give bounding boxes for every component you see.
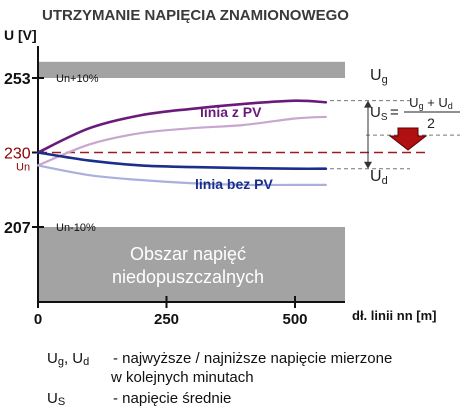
y-axis-label: U [V] bbox=[4, 27, 37, 43]
forbidden-zone-label-1: Obszar napięć bbox=[130, 244, 246, 264]
ug-label: Ug bbox=[370, 67, 388, 86]
series-line-pv-light bbox=[36, 115, 327, 167]
x-tick-label: 500 bbox=[282, 311, 307, 328]
legend-symbol-us: US bbox=[47, 390, 66, 408]
series-label-nopv: linia bez PV bbox=[195, 176, 273, 192]
legend: Ug, Ud - najwyższe / najniższe napięcie m… bbox=[0, 350, 466, 415]
legend-symbol-ug-ud: Ug, Ud bbox=[47, 350, 90, 368]
formula-denominator: 2 bbox=[427, 115, 435, 131]
forbidden-zone-upper bbox=[38, 61, 345, 78]
range-arrow-bottom-head bbox=[364, 161, 372, 169]
series-group bbox=[36, 99, 328, 187]
formula-numerator: Ug + Ud bbox=[409, 95, 453, 111]
down-arrow-icon bbox=[388, 127, 428, 151]
x-tick-label: 250 bbox=[154, 311, 179, 328]
legend-text-ug-ud: - najwyższe / najniższe napięcie mierzon… bbox=[113, 350, 393, 367]
y-tick-sublabel: Un-10% bbox=[56, 222, 96, 234]
x-axis-label: dł. linii nn [m] bbox=[352, 308, 437, 323]
forbidden-zone-lower bbox=[38, 227, 345, 302]
y-tick-sublabel: Un bbox=[16, 162, 30, 174]
series-label-pv: linia z PV bbox=[200, 104, 262, 120]
series-line-nopv-light bbox=[36, 164, 327, 187]
series-line-pv bbox=[36, 99, 328, 154]
forbidden-zone-label-2: niedopuszczalnych bbox=[112, 267, 264, 287]
y-tick-label: 207 bbox=[4, 220, 31, 237]
chart-title: UTRZYMANIE NAPIĘCIA ZNAMIONOWEGO bbox=[42, 7, 349, 24]
legend-row-ug-ud: Ug, Ud - najwyższe / najniższe napięcie m… bbox=[47, 350, 392, 368]
range-arrow-top-head bbox=[364, 100, 372, 108]
voltage-annotation: Ug Ud US = Ug + Ud 2 bbox=[330, 67, 460, 187]
y-tick-label: 230 bbox=[4, 146, 31, 163]
us-equals: = bbox=[390, 104, 399, 121]
x-tick-label: 0 bbox=[34, 311, 42, 328]
y-tick-sublabel: Un+10% bbox=[56, 73, 99, 85]
y-tick-label: 253 bbox=[4, 71, 31, 88]
us-label: US bbox=[370, 104, 388, 123]
ud-label: Ud bbox=[370, 168, 388, 187]
legend-row-us: US - napięcie średnie bbox=[47, 390, 231, 408]
legend-text-continuation: w kolejnych minutach bbox=[111, 369, 254, 386]
legend-text-us: - napięcie średnie bbox=[113, 390, 232, 407]
x-ticks: 0 250 500 bbox=[34, 296, 308, 328]
legend-row-continuation: w kolejnych minutach bbox=[111, 369, 254, 386]
series-line-nopv bbox=[36, 151, 328, 171]
